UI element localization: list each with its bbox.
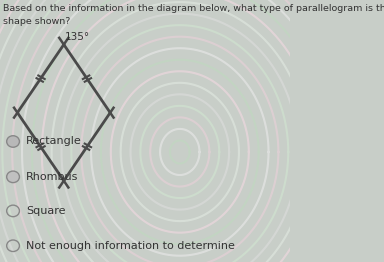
Text: Rectangle: Rectangle — [26, 137, 82, 146]
Text: Based on the information in the diagram below, what type of parallelogram is the: Based on the information in the diagram … — [3, 4, 384, 13]
Text: shape shown?: shape shown? — [3, 17, 70, 26]
Text: Square: Square — [26, 206, 66, 216]
Text: Rhombus: Rhombus — [26, 172, 78, 182]
Text: Not enough information to determine: Not enough information to determine — [26, 241, 235, 251]
Text: 135°: 135° — [65, 32, 90, 42]
Circle shape — [7, 171, 20, 183]
Circle shape — [7, 136, 20, 147]
